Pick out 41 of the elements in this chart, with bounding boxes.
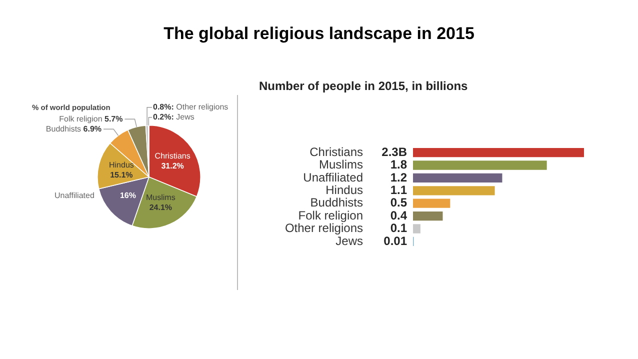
y-tick-label: Muslims (319, 158, 363, 172)
data-label: 0.4 (390, 208, 408, 222)
data-label: 0.1 (390, 221, 408, 236)
data-label: 6.9% (83, 124, 102, 134)
data-label: 16% (120, 191, 136, 200)
data-label: 0.2%: (153, 112, 174, 122)
bar (413, 198, 450, 208)
chart-title: Number of people in 2015, in billions (259, 79, 468, 93)
y-tick-label: Christians (310, 144, 363, 159)
slice-label: Hindus (108, 160, 134, 170)
data-label: 0.5 (390, 196, 408, 210)
y-tick-label: Other religions (284, 221, 363, 236)
text: The global religious landscape in 2015 (162, 24, 476, 44)
data-label: 2.3B (382, 144, 408, 159)
slice-label: Muslims (146, 193, 176, 202)
slice-label: Unaffiliated (54, 191, 94, 200)
y-tick-label: Unaffiliated (303, 170, 363, 184)
data-label: 0.01 (384, 234, 408, 248)
y-tick-label: Folk religion (298, 208, 363, 222)
data-label: 15.1% (110, 170, 133, 180)
y-tick-label: Jews (336, 234, 363, 248)
data-label: 0.8%: (153, 102, 174, 112)
slice-label: Jews (176, 112, 194, 122)
bar (413, 148, 584, 158)
slice-label: Christians (154, 151, 190, 160)
bar (413, 186, 495, 196)
slice-label: Buddhists (46, 124, 84, 134)
y-tick-label: Hindus (326, 182, 363, 197)
data-label: 1.2 (390, 170, 408, 184)
slice-label: Other religions (176, 102, 228, 112)
data-label: 31.2% (161, 161, 184, 170)
data-label: 24.1% (149, 203, 172, 212)
y-tick-label: Buddhists (310, 196, 363, 210)
bar (413, 173, 502, 183)
data-label: 1.1 (390, 182, 408, 197)
bar (413, 160, 547, 170)
data-label: 1.8 (390, 158, 408, 172)
bar (413, 211, 443, 221)
data-label: 5.7% (104, 114, 123, 124)
slice-label: Folk religion (59, 114, 104, 124)
bar (413, 224, 420, 234)
